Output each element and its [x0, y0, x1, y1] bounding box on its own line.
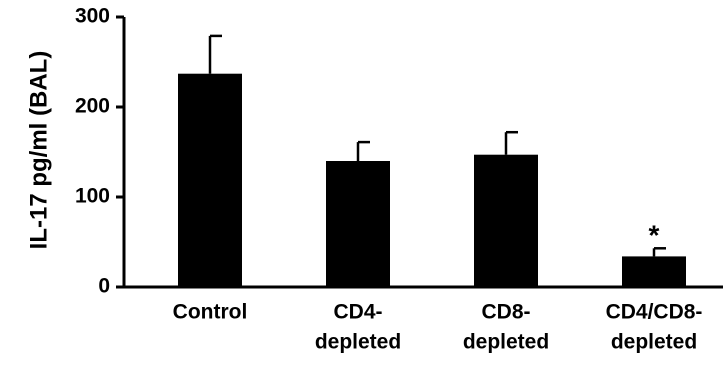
y-axis-ticks: 0 100 200 300 — [75, 5, 124, 298]
y-tick-label: 0 — [98, 275, 110, 298]
x-category-label: CD4/CD8- — [606, 300, 703, 323]
significance-marker: * — [649, 219, 660, 250]
bar — [474, 154, 538, 287]
y-tick-label: 200 — [75, 95, 110, 118]
y-tick-label: 300 — [75, 5, 110, 28]
y-tick-label: 100 — [75, 185, 110, 208]
y-axis-title: IL-17 pg/ml (BAL) — [25, 51, 52, 250]
bar — [178, 73, 242, 287]
bar — [326, 161, 390, 287]
y-axis-title-group: IL-17 pg/ml (BAL) — [25, 51, 52, 250]
bar — [622, 256, 686, 287]
x-category-label: Control — [173, 300, 248, 323]
x-category-label: CD8- — [481, 300, 530, 323]
x-category-label: depleted — [463, 330, 549, 353]
category-labels: Control CD4- depleted CD8- depleted CD4/CD8- d… — [173, 300, 703, 353]
x-category-label: CD4- — [333, 300, 382, 323]
bars-group — [178, 73, 686, 287]
annotations-group: * — [649, 219, 660, 250]
x-category-label: depleted — [315, 330, 401, 353]
error-bars-group — [208, 34, 666, 257]
x-category-label: depleted — [611, 330, 697, 353]
